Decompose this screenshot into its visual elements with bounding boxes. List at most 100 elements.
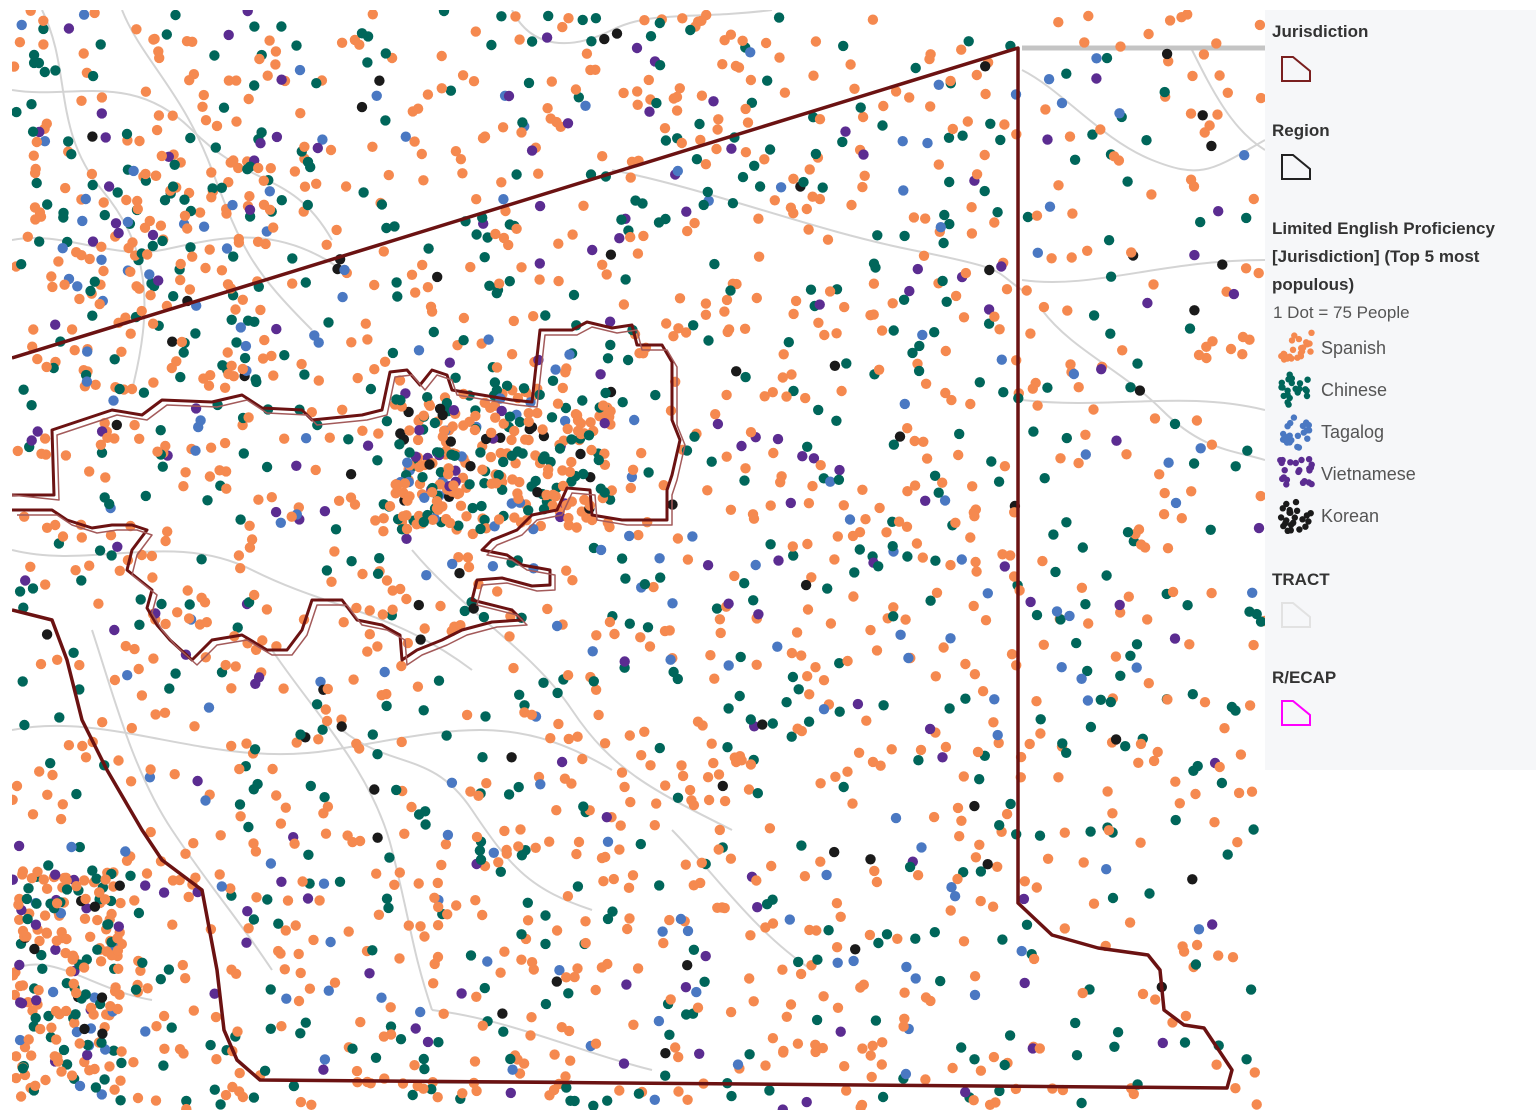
population-dot <box>71 247 82 258</box>
population-dot <box>1133 524 1145 535</box>
population-dot <box>538 677 549 688</box>
population-dot <box>29 167 41 179</box>
swatch-dot <box>1298 344 1305 352</box>
recap-polygon-icon <box>1281 700 1311 726</box>
population-dot <box>703 335 714 346</box>
population-dot <box>242 906 253 917</box>
population-dot <box>94 298 105 310</box>
population-dot <box>633 1088 645 1099</box>
population-dot <box>944 218 955 230</box>
population-dot <box>605 249 617 260</box>
population-dot <box>140 490 151 502</box>
population-dot <box>537 454 549 465</box>
population-dot <box>136 549 147 561</box>
population-dot <box>1005 798 1016 810</box>
population-dot <box>563 512 574 524</box>
population-dot <box>80 893 91 905</box>
population-dot <box>668 331 679 342</box>
population-dot <box>465 261 476 273</box>
population-dot <box>562 118 574 129</box>
population-dot <box>110 218 122 229</box>
population-dot <box>211 1054 222 1065</box>
population-dot <box>1079 37 1090 48</box>
population-dot <box>688 799 700 811</box>
population-dot <box>14 586 26 597</box>
population-dot <box>231 337 242 348</box>
population-dot <box>389 879 400 890</box>
swatch-dot <box>1296 526 1303 533</box>
population-dot <box>953 449 964 461</box>
population-dot <box>458 420 469 431</box>
population-dot <box>63 136 74 147</box>
population-dot <box>604 316 616 327</box>
population-dot <box>249 80 260 91</box>
population-dot <box>465 950 477 961</box>
population-dot <box>188 1005 199 1016</box>
population-dot <box>918 250 930 261</box>
map-legend: Jurisdiction Region Limited English Prof… <box>1265 10 1536 770</box>
population-dot <box>473 790 484 801</box>
population-dot <box>30 214 41 225</box>
population-dot <box>470 410 481 422</box>
population-dot <box>167 919 178 930</box>
population-dot <box>132 1092 144 1104</box>
population-dot <box>564 349 575 360</box>
population-dot <box>938 237 949 249</box>
population-dot <box>639 726 650 737</box>
population-dot <box>491 478 502 489</box>
population-dot <box>246 534 258 545</box>
population-dot <box>108 395 119 406</box>
population-dot <box>479 252 490 263</box>
population-dot <box>992 729 1003 741</box>
population-dot <box>1032 247 1043 258</box>
population-dot <box>286 511 297 522</box>
vietnamese-swatch-icon <box>1277 456 1315 488</box>
population-dot <box>488 847 499 858</box>
population-dot <box>140 1026 151 1037</box>
population-dot <box>400 131 411 142</box>
population-dot <box>866 1071 877 1083</box>
population-dot <box>970 852 982 863</box>
population-dot <box>597 259 608 270</box>
population-dot <box>234 1067 245 1079</box>
population-dot <box>470 895 481 906</box>
population-dot <box>682 960 693 971</box>
population-dot <box>504 276 515 287</box>
population-dot <box>1110 734 1122 745</box>
population-dot <box>902 551 913 562</box>
map-svg[interactable] <box>12 10 1265 1110</box>
population-dot <box>868 309 879 320</box>
population-dot <box>790 295 802 307</box>
population-dot <box>568 289 580 301</box>
population-dot <box>12 1072 22 1084</box>
population-dot <box>791 627 803 638</box>
population-dot <box>526 145 538 156</box>
population-dot <box>1187 874 1198 885</box>
population-dot <box>455 154 467 165</box>
swatch-dot <box>1286 432 1293 439</box>
map-canvas[interactable] <box>12 10 1265 1110</box>
population-dot <box>516 929 527 940</box>
population-dot <box>965 398 976 410</box>
population-dot <box>1198 49 1210 60</box>
population-dot <box>441 730 452 741</box>
population-dot <box>696 857 707 868</box>
population-dot <box>717 780 728 792</box>
population-dot <box>1038 639 1050 650</box>
population-dot <box>413 809 425 820</box>
population-dot <box>832 531 843 542</box>
population-dot <box>89 1063 100 1075</box>
population-dot <box>800 579 812 591</box>
population-dot <box>1115 607 1126 618</box>
population-dot <box>743 784 755 795</box>
population-dot <box>192 775 203 787</box>
population-dot <box>81 376 93 387</box>
population-dot <box>23 1034 34 1045</box>
population-dot <box>230 968 242 979</box>
swatch-dot <box>1292 459 1299 467</box>
population-dot <box>857 484 868 495</box>
population-dot <box>1159 487 1170 499</box>
population-dot <box>233 550 245 561</box>
population-dot <box>895 629 906 640</box>
population-dot <box>399 828 410 839</box>
